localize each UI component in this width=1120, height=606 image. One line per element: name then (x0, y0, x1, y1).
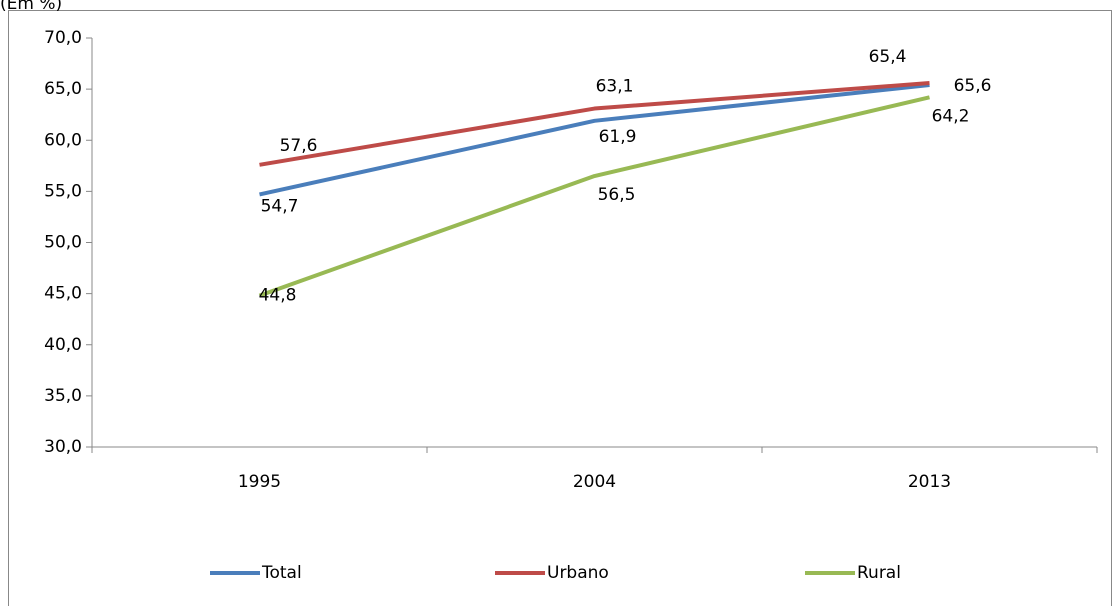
y-tick-label: 60,0 (44, 130, 82, 150)
data-label: 56,5 (598, 185, 636, 205)
legend-label: Urbano (547, 563, 609, 583)
data-label: 65,4 (869, 47, 907, 67)
line (258, 95, 930, 298)
data-label: 54,7 (261, 196, 299, 216)
data-label: 57,6 (280, 136, 318, 156)
data-label: 63,1 (596, 77, 634, 97)
line (259, 80, 930, 167)
legend-label: Rural (857, 563, 901, 583)
data-label: 44,8 (259, 286, 297, 306)
y-tick-label: 65,0 (44, 79, 82, 99)
chart-title: (Em %) (0, 0, 62, 14)
y-tick-label: 70,0 (44, 28, 82, 48)
x-tick-label: 1995 (238, 472, 281, 492)
x-tick-label: 2013 (908, 472, 951, 492)
data-label: 65,6 (954, 76, 992, 96)
data-label: 64,2 (932, 106, 970, 126)
data-label: 61,9 (599, 127, 637, 147)
y-tick-label: 35,0 (44, 386, 82, 406)
line (259, 83, 930, 197)
y-tick-label: 30,0 (44, 437, 82, 457)
y-tick-label: 40,0 (44, 335, 82, 355)
x-tick-label: 2004 (573, 472, 616, 492)
chart-frame (8, 10, 1112, 606)
y-tick-label: 50,0 (44, 233, 82, 253)
legend-label: Total (261, 563, 302, 583)
y-tick-label: 55,0 (44, 181, 82, 201)
y-tick-label: 45,0 (44, 284, 82, 304)
